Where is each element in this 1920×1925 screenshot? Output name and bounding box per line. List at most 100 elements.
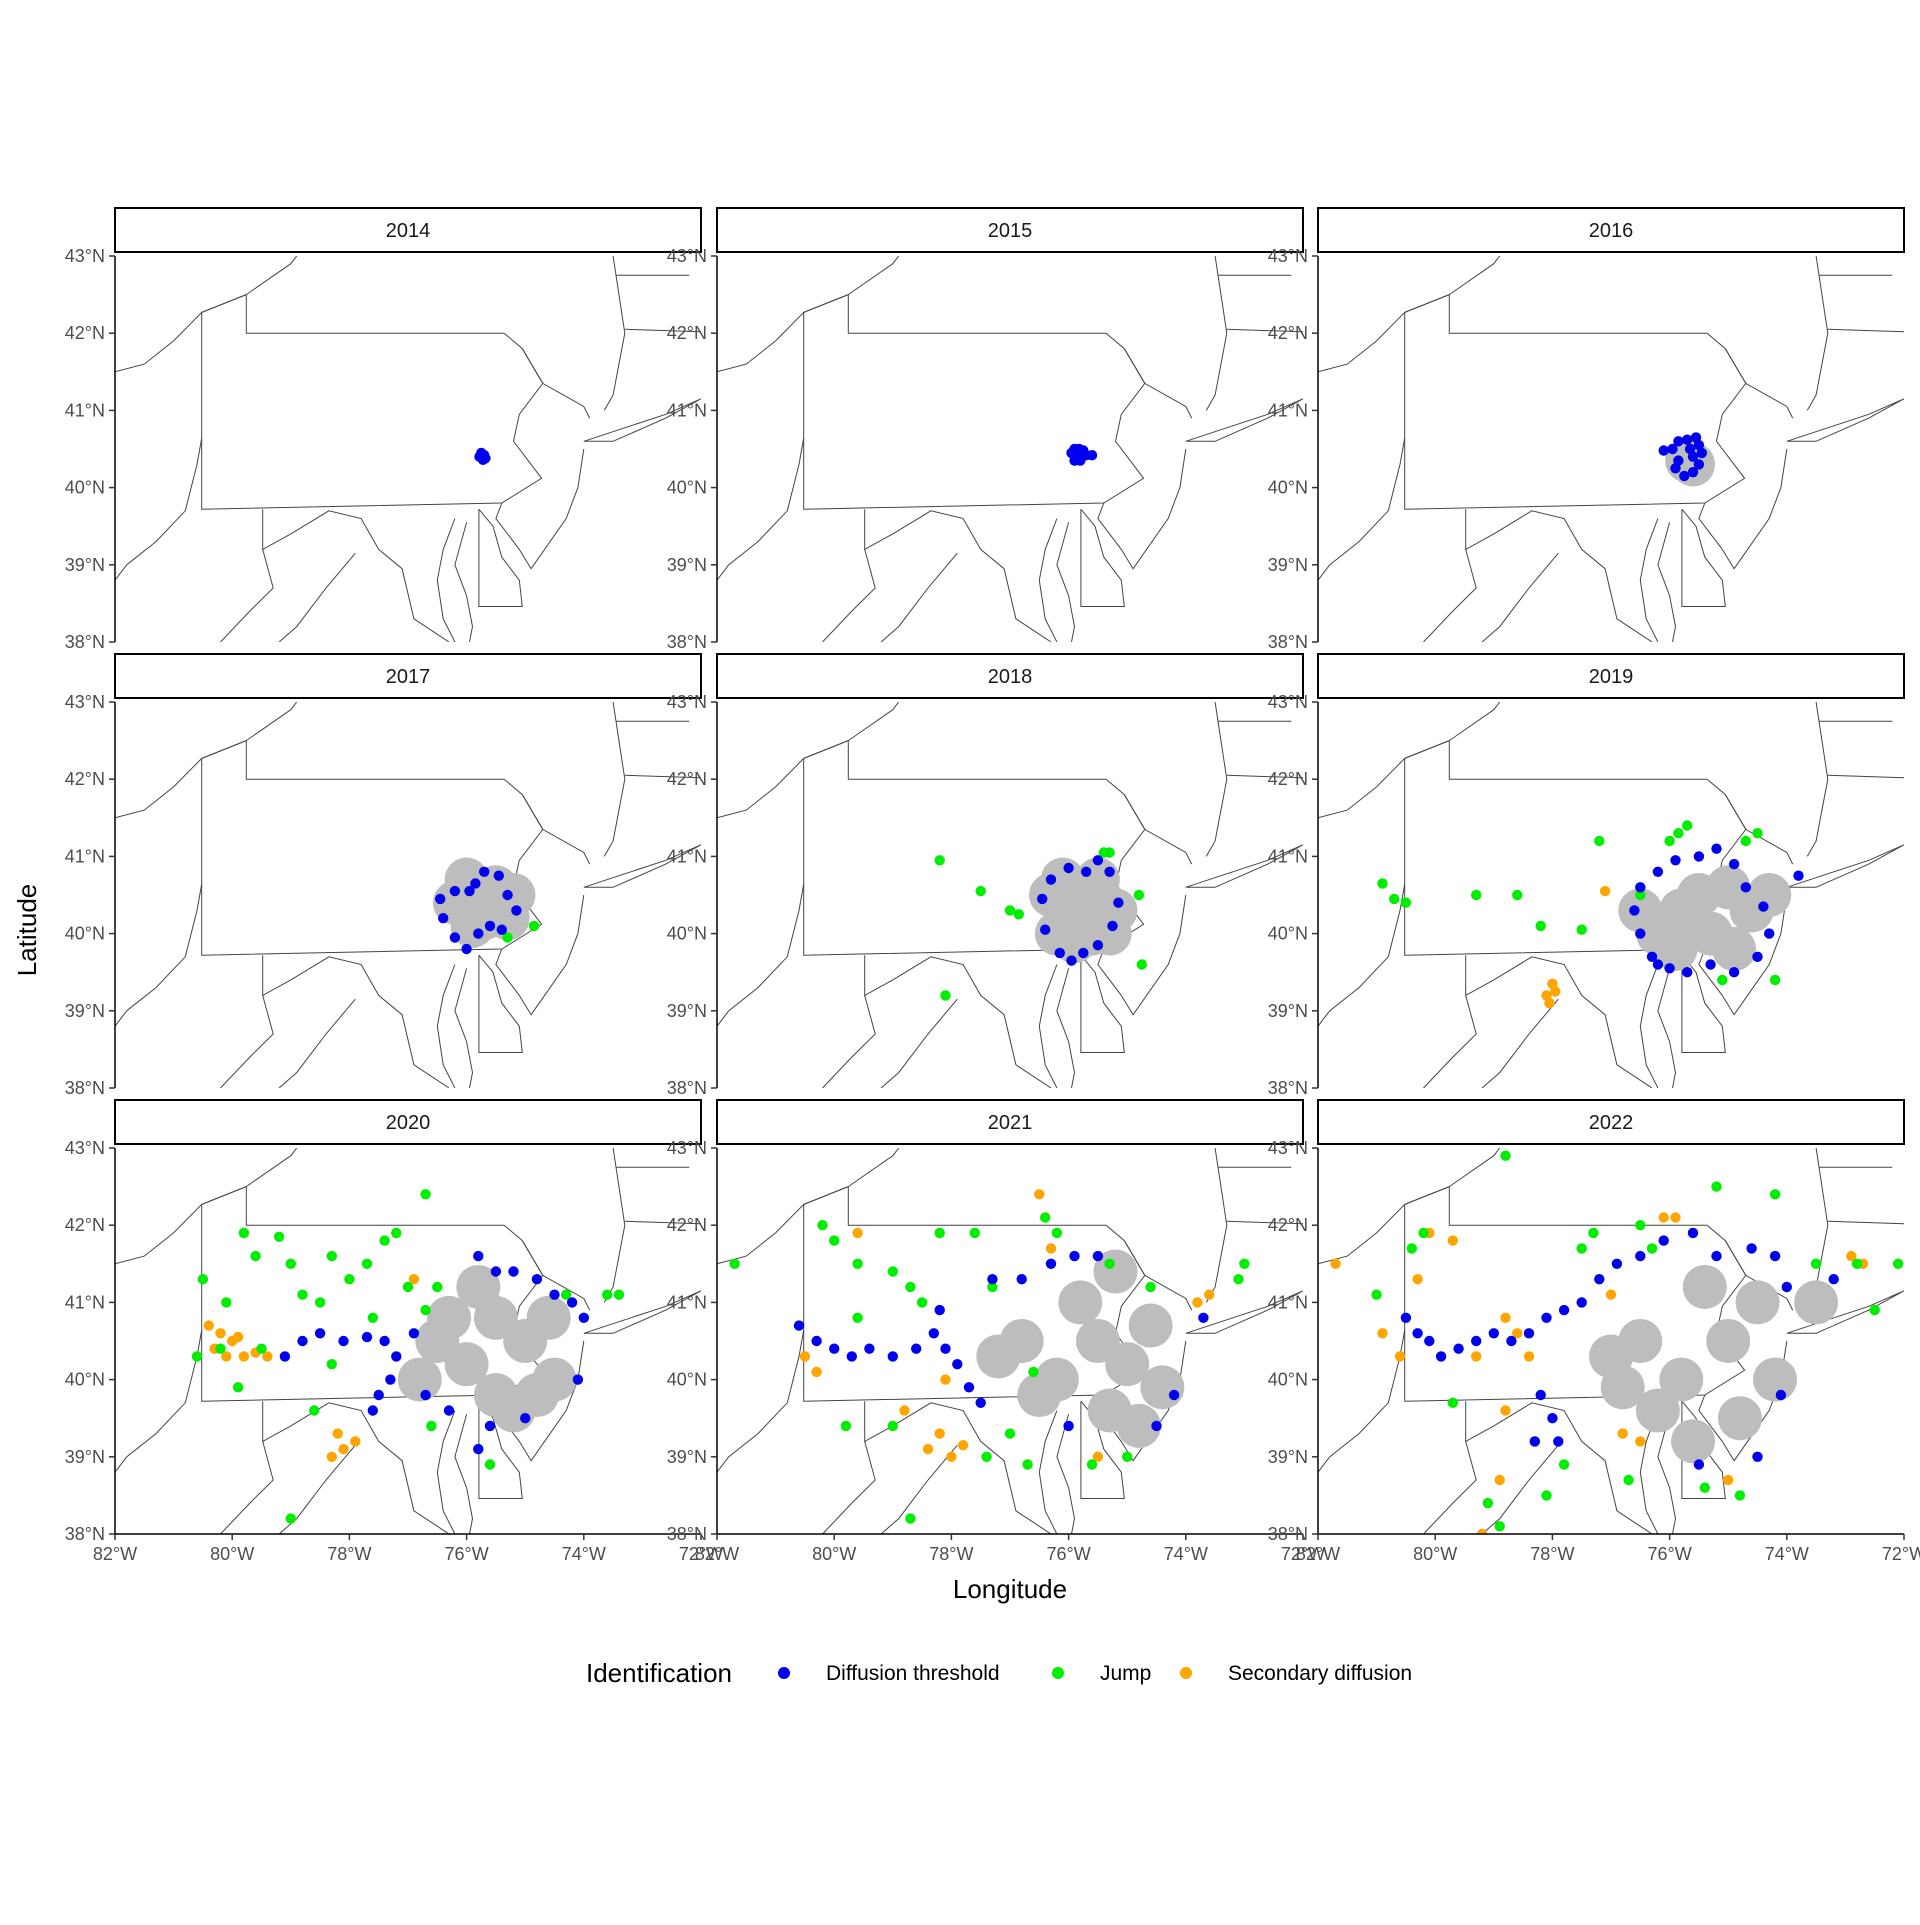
jump-point bbox=[1682, 820, 1692, 830]
y-tick-label: 43°N bbox=[1268, 692, 1308, 712]
secondary-diffusion-point bbox=[1448, 1235, 1458, 1245]
jump-point bbox=[1104, 1259, 1114, 1269]
diffusion-threshold-point bbox=[473, 1444, 483, 1454]
jump-point bbox=[256, 1344, 266, 1354]
jump-point bbox=[362, 1259, 372, 1269]
secondary-diffusion-point bbox=[338, 1444, 348, 1454]
map-outline bbox=[1466, 1401, 1652, 1534]
map-2020 bbox=[115, 1148, 701, 1534]
map-outline bbox=[1206, 702, 1227, 856]
jump-point bbox=[888, 1421, 898, 1431]
diffusion-threshold-point bbox=[1401, 1313, 1411, 1323]
secondary-diffusion-point bbox=[1524, 1351, 1534, 1361]
diffusion-threshold-point bbox=[368, 1405, 378, 1415]
jump-point bbox=[935, 1228, 945, 1238]
map-outline bbox=[115, 256, 297, 372]
secondary-diffusion-point bbox=[935, 1428, 945, 1438]
map-outline bbox=[279, 999, 355, 1088]
diffusion-threshold-point bbox=[391, 1351, 401, 1361]
diffusion-threshold-point bbox=[461, 944, 471, 954]
jump-point bbox=[221, 1297, 231, 1307]
jump-point bbox=[215, 1344, 225, 1354]
secondary-diffusion-point bbox=[215, 1328, 225, 1338]
jump-point bbox=[420, 1305, 430, 1315]
map-outline bbox=[437, 1411, 455, 1535]
secondary-diffusion-point bbox=[1377, 1328, 1387, 1338]
background-point bbox=[1017, 1373, 1061, 1417]
map-outline bbox=[1039, 1411, 1057, 1535]
y-tick-label: 41°N bbox=[667, 400, 707, 420]
map-outline bbox=[1124, 349, 1191, 419]
diffusion-threshold-point bbox=[280, 1351, 290, 1361]
jump-point bbox=[1418, 1228, 1428, 1238]
background-point bbox=[515, 1373, 559, 1417]
background-point bbox=[1712, 927, 1756, 971]
diffusion-threshold-point bbox=[473, 1251, 483, 1261]
jump-point bbox=[426, 1421, 436, 1431]
map-outline bbox=[1318, 884, 1405, 1026]
background-point bbox=[1747, 873, 1791, 917]
diffusion-threshold-point bbox=[479, 867, 489, 877]
y-tick-label: 42°N bbox=[1268, 1215, 1308, 1235]
map-outline bbox=[1206, 256, 1227, 410]
jump-point bbox=[327, 1359, 337, 1369]
diffusion-threshold-point bbox=[940, 1344, 950, 1354]
map-outline bbox=[1658, 522, 1676, 642]
diffusion-threshold-point bbox=[888, 1351, 898, 1361]
diffusion-threshold-point bbox=[494, 871, 504, 881]
diffusion-threshold-point bbox=[1635, 928, 1645, 938]
x-tick-label: 82°W bbox=[695, 1544, 739, 1564]
map-outline bbox=[221, 549, 274, 642]
jump-point bbox=[1233, 1274, 1243, 1284]
jump-point bbox=[1052, 1228, 1062, 1238]
map-outline bbox=[717, 438, 804, 580]
secondary-diffusion-point bbox=[1204, 1290, 1214, 1300]
map-outline bbox=[717, 884, 804, 1026]
map-outline bbox=[1482, 1445, 1558, 1534]
map-outline bbox=[1787, 399, 1904, 442]
diffusion-threshold-point bbox=[1673, 436, 1683, 446]
y-tick-label: 38°N bbox=[667, 632, 707, 652]
x-tick-label: 72°W bbox=[1882, 1544, 1920, 1564]
diffusion-threshold-point bbox=[847, 1351, 857, 1361]
y-tick-label: 38°N bbox=[1268, 1078, 1308, 1098]
jump-point bbox=[1087, 1459, 1097, 1469]
map-2021 bbox=[717, 1148, 1303, 1534]
jump-point bbox=[1483, 1498, 1493, 1508]
map-2017 bbox=[115, 702, 701, 1088]
background-point bbox=[1736, 1280, 1780, 1324]
y-tick-label: 38°N bbox=[1268, 1524, 1308, 1544]
strip-label-2015: 2015 bbox=[988, 220, 1033, 242]
map-outline bbox=[1787, 845, 1904, 888]
strip-label-2019: 2019 bbox=[1589, 666, 1634, 688]
jump-point bbox=[420, 1189, 430, 1199]
diffusion-threshold-point bbox=[1553, 1436, 1563, 1446]
map-outline bbox=[604, 702, 625, 856]
y-tick-label: 43°N bbox=[65, 692, 105, 712]
map-outline bbox=[1318, 1330, 1405, 1472]
jump-point bbox=[1005, 1428, 1015, 1438]
strip-label-2016: 2016 bbox=[1589, 220, 1634, 242]
jump-point bbox=[602, 1290, 612, 1300]
diffusion-threshold-point bbox=[362, 1332, 372, 1342]
jump-point bbox=[1377, 878, 1387, 888]
map-outline bbox=[881, 553, 957, 642]
map-outline bbox=[1039, 519, 1057, 643]
y-tick-label: 42°N bbox=[667, 323, 707, 343]
diffusion-threshold-point bbox=[1087, 450, 1097, 460]
diffusion-threshold-point bbox=[864, 1344, 874, 1354]
secondary-diffusion-point bbox=[923, 1444, 933, 1454]
jump-point bbox=[1623, 1475, 1633, 1485]
map-outline bbox=[865, 509, 1051, 642]
map-outline bbox=[115, 702, 297, 818]
y-axis-title: Latitude bbox=[12, 884, 42, 977]
jump-point bbox=[1741, 836, 1751, 846]
map-outline bbox=[1466, 955, 1652, 1088]
map-outline bbox=[455, 968, 473, 1088]
legend-key-0 bbox=[778, 1667, 790, 1679]
secondary-diffusion-point bbox=[204, 1320, 214, 1330]
secondary-diffusion-point bbox=[1547, 979, 1557, 989]
jump-point bbox=[1500, 1151, 1510, 1161]
diffusion-threshold-point bbox=[1081, 867, 1091, 877]
panel-2022: 202238°N39°N40°N41°N42°N43°N82°W 80°W 78°W… bbox=[1268, 1100, 1920, 1564]
